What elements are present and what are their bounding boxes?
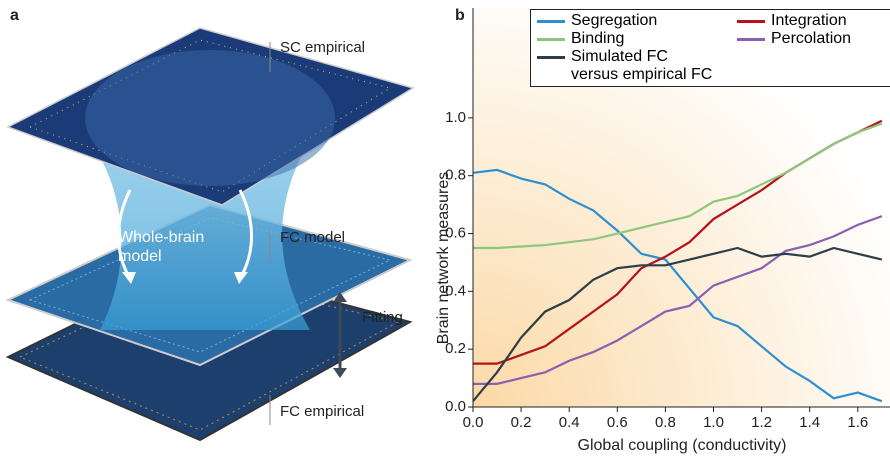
layer-label: SC empirical	[280, 39, 365, 56]
legend-item: Simulated FC versus empirical FC	[535, 48, 715, 84]
legend-item: Percolation	[735, 30, 885, 48]
x-tick-label: 0.4	[559, 414, 580, 431]
x-tick-label: 0.6	[607, 414, 628, 431]
y-tick-label: 0.4	[445, 282, 466, 299]
legend-label: Percolation	[771, 30, 851, 48]
x-tick-label: 1.2	[751, 414, 772, 431]
model-label: Whole-brain model	[118, 228, 228, 266]
legend-swatch	[537, 20, 565, 23]
legend-item: Segregation	[535, 12, 735, 30]
panel-label: b	[455, 7, 465, 24]
x-tick-label: 0.0	[463, 414, 484, 431]
y-tick-label: 0.8	[445, 167, 466, 184]
legend-label: Segregation	[571, 12, 657, 30]
y-tick-label: 1.0	[445, 109, 466, 126]
arrow-head	[333, 368, 347, 378]
y-tick-label: 0.6	[445, 224, 466, 241]
legend-swatch	[737, 20, 765, 23]
legend-swatch	[537, 56, 565, 59]
panel-label: a	[10, 7, 19, 24]
x-tick-label: 0.2	[511, 414, 532, 431]
x-tick-label: 1.0	[703, 414, 724, 431]
x-axis-title: Global coupling (conductivity)	[578, 437, 787, 454]
legend: Segregation Integration Binding Percolation…	[530, 9, 890, 87]
y-tick-label: 0.0	[445, 398, 466, 415]
y-axis-title: Brain network measures	[435, 172, 452, 345]
figure: a SC empirical FC model FC empirical Fit…	[0, 0, 890, 458]
legend-item: Integration	[735, 12, 885, 30]
layer-label: FC empirical	[280, 403, 364, 420]
legend-label: Binding	[571, 30, 624, 48]
x-tick-label: 0.8	[655, 414, 676, 431]
funnel-top	[85, 50, 335, 186]
fitting-label: Fitting	[362, 309, 403, 326]
legend-label: Simulated FC versus empirical FC	[571, 48, 715, 84]
layer-label: FC model	[280, 229, 345, 246]
y-tick-label: 0.2	[445, 340, 466, 357]
legend-swatch	[537, 38, 565, 41]
x-tick-label: 1.6	[847, 414, 868, 431]
legend-item: Binding	[535, 30, 735, 48]
legend-label: Integration	[771, 12, 847, 30]
legend-swatch	[737, 38, 765, 41]
x-tick-label: 1.4	[799, 414, 820, 431]
